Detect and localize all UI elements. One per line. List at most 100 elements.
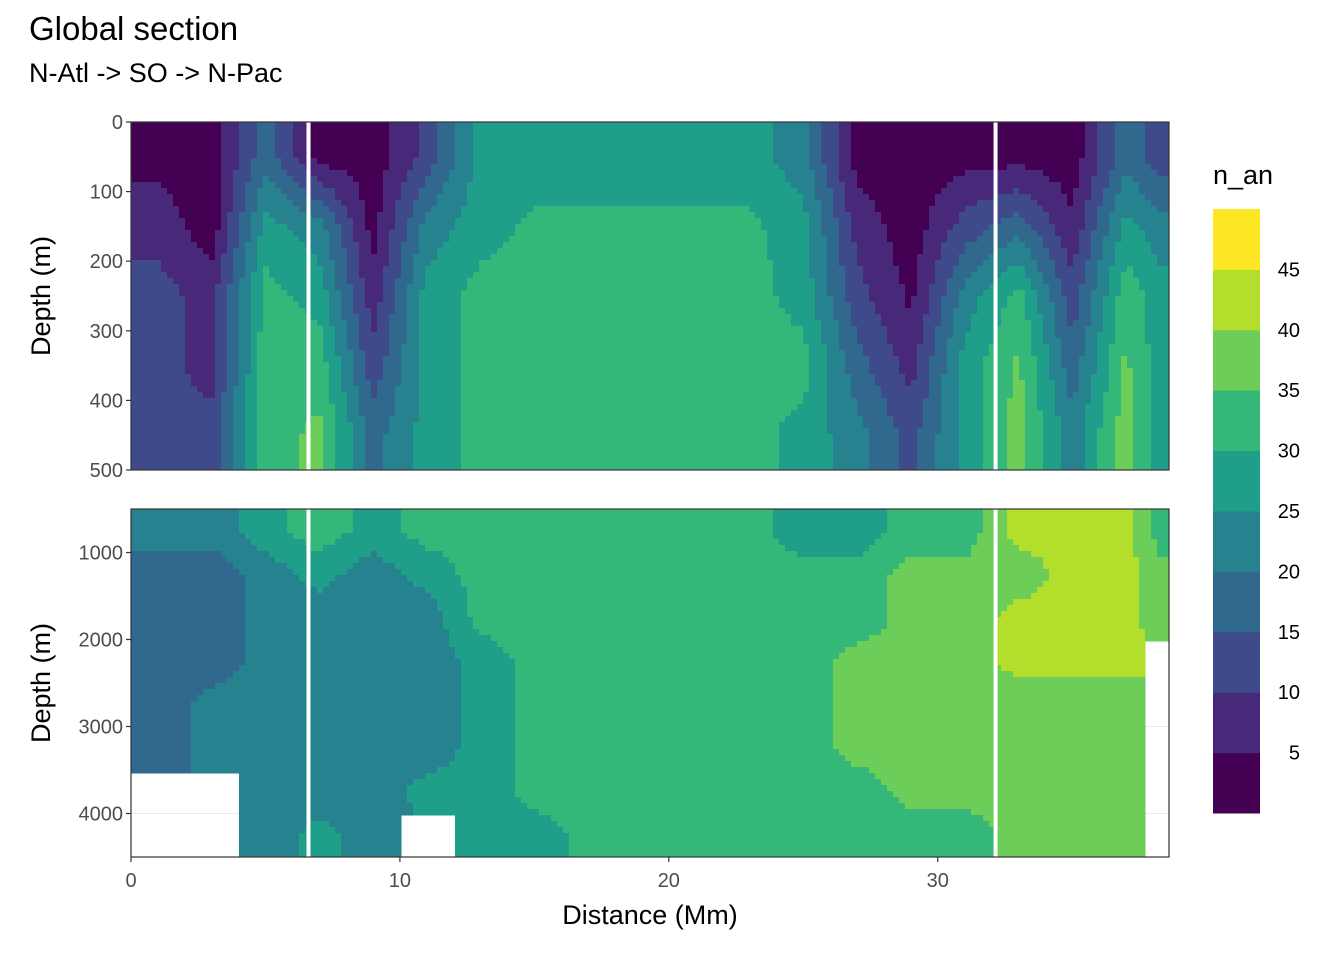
contour-band: [305, 308, 330, 315]
contour-band: [941, 422, 960, 429]
contour-band: [257, 332, 324, 339]
contour-band: [461, 380, 810, 387]
contour-band: [1019, 236, 1044, 243]
contour-band: [887, 581, 1044, 588]
contour-band: [989, 821, 1146, 828]
contour-band: [131, 593, 246, 600]
contour-band: [233, 176, 252, 183]
contour-band: [395, 224, 408, 231]
contour-band: [1073, 254, 1092, 261]
contour-band: [1043, 446, 1062, 453]
contour-band: [263, 224, 288, 231]
contour-band: [461, 416, 786, 423]
contour-band: [179, 284, 216, 291]
contour-band: [1061, 452, 1086, 459]
contour-band: [1037, 356, 1050, 363]
contour-band: [1145, 140, 1170, 147]
contour-band: [1043, 242, 1062, 249]
contour-band: [311, 152, 390, 159]
contour-band: [407, 575, 462, 582]
contour-band: [365, 428, 390, 435]
contour-band: [995, 248, 1032, 255]
contour-band: [1103, 308, 1116, 315]
contour-band: [335, 404, 348, 411]
contour-band: [1151, 452, 1170, 459]
contour-band: [335, 440, 354, 447]
contour-band: [341, 296, 354, 303]
contour-band: [1043, 440, 1062, 447]
contour-band: [1115, 134, 1146, 141]
contour-band: [275, 152, 294, 159]
contour-band: [827, 356, 846, 363]
contour-band: [131, 284, 180, 291]
contour-band: [323, 422, 336, 429]
contour-band: [1133, 266, 1170, 273]
contour-band: [1007, 398, 1026, 405]
contour-band: [515, 767, 870, 774]
contour-band: [929, 392, 942, 399]
contour-band: [221, 272, 234, 279]
contour-band: [221, 551, 270, 558]
contour-band: [941, 188, 1014, 195]
contour-band: [131, 350, 186, 357]
contour-band: [1091, 242, 1104, 249]
contour-band: [947, 368, 960, 375]
contour-band: [251, 314, 264, 321]
contour-band: [335, 266, 348, 273]
contour-band: [353, 176, 384, 183]
contour-band: [341, 302, 354, 309]
contour-band: [1115, 422, 1134, 429]
contour-band: [959, 302, 978, 309]
contour-band: [947, 344, 966, 351]
contour-band: [833, 314, 852, 321]
contour-band: [251, 224, 264, 231]
contour-band: [833, 683, 1146, 690]
contour-band: [851, 386, 882, 393]
contour-band: [1097, 122, 1116, 129]
contour-band: [1085, 344, 1098, 351]
contour-band: [1109, 374, 1122, 381]
contour-band: [1079, 182, 1092, 189]
contour-band: [1121, 272, 1134, 279]
contour-band: [131, 170, 222, 177]
contour-band: [803, 338, 822, 345]
contour-band: [1079, 236, 1092, 243]
contour-band: [809, 212, 822, 219]
contour-band: [329, 302, 342, 309]
contour-band: [1079, 380, 1092, 387]
contour-band: [305, 581, 330, 588]
contour-band: [239, 122, 258, 129]
contour-band: [257, 266, 264, 273]
contour-band: [1067, 260, 1074, 267]
contour-band: [827, 242, 840, 249]
contour-band: [245, 410, 258, 417]
contour-band: [419, 356, 462, 363]
contour-band: [239, 164, 252, 171]
panel-border: [130, 121, 1170, 471]
contour-band: [413, 278, 426, 285]
contour-band: [323, 587, 426, 594]
contour-band: [239, 827, 306, 834]
contour-band: [221, 140, 240, 147]
contour-band: [341, 200, 366, 207]
contour-band: [239, 302, 252, 309]
contour-band: [1091, 230, 1110, 237]
contour-band: [995, 338, 1032, 345]
contour-band: [131, 761, 192, 768]
contour-band: [1097, 434, 1116, 441]
contour-band: [1049, 212, 1086, 219]
contour-band: [419, 302, 462, 309]
contour-band: [245, 623, 444, 630]
contour-band: [335, 827, 402, 834]
contour-band: [389, 350, 402, 357]
contour-band: [251, 368, 258, 375]
contour-band: [773, 158, 810, 165]
contour-band: [221, 404, 234, 411]
contour-band: [1043, 236, 1062, 243]
contour-band: [365, 422, 390, 429]
contour-band: [1097, 260, 1116, 267]
contour-band: [353, 422, 366, 429]
contour-band: [245, 599, 438, 606]
contour-band: [887, 332, 924, 339]
contour-band: [245, 266, 258, 273]
